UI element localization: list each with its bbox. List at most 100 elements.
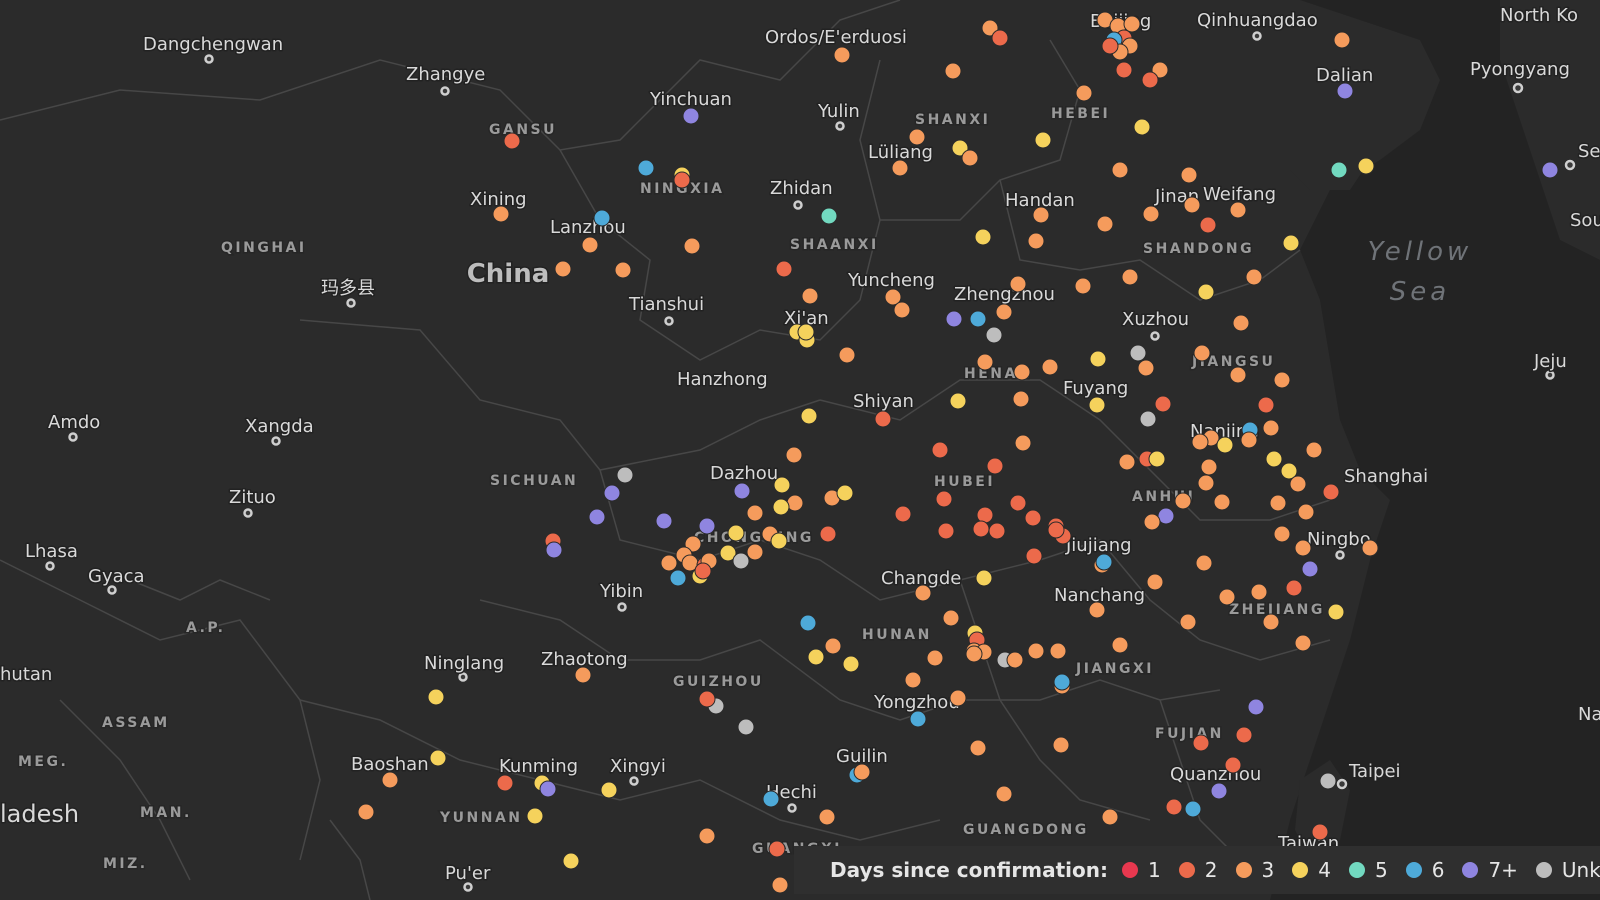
case-marker[interactable] bbox=[1199, 216, 1217, 234]
case-marker[interactable] bbox=[1053, 673, 1071, 691]
case-marker[interactable] bbox=[935, 490, 953, 508]
case-marker[interactable] bbox=[719, 544, 737, 562]
case-marker[interactable] bbox=[1336, 82, 1354, 100]
case-marker[interactable] bbox=[1192, 734, 1210, 752]
case-marker[interactable] bbox=[1327, 603, 1345, 621]
case-marker[interactable] bbox=[554, 260, 572, 278]
case-marker[interactable] bbox=[427, 688, 445, 706]
case-marker[interactable] bbox=[1052, 736, 1070, 754]
case-marker[interactable] bbox=[874, 410, 892, 428]
case-marker[interactable] bbox=[1197, 474, 1215, 492]
case-marker[interactable] bbox=[893, 301, 911, 319]
case-marker[interactable] bbox=[1218, 588, 1236, 606]
case-marker[interactable] bbox=[1075, 84, 1093, 102]
case-marker[interactable] bbox=[1273, 371, 1291, 389]
case-marker[interactable] bbox=[637, 159, 655, 177]
case-marker[interactable] bbox=[1191, 433, 1209, 451]
case-marker[interactable] bbox=[1322, 483, 1340, 501]
case-marker[interactable] bbox=[1294, 634, 1312, 652]
case-marker[interactable] bbox=[1101, 37, 1119, 55]
case-marker[interactable] bbox=[1148, 450, 1166, 468]
case-marker[interactable] bbox=[1297, 503, 1315, 521]
case-marker[interactable] bbox=[931, 441, 949, 459]
case-markers[interactable] bbox=[357, 11, 1559, 894]
case-marker[interactable] bbox=[1032, 206, 1050, 224]
case-marker[interactable] bbox=[1137, 359, 1155, 377]
case-marker[interactable] bbox=[614, 261, 632, 279]
case-marker[interactable] bbox=[1024, 509, 1042, 527]
case-marker[interactable] bbox=[824, 637, 842, 655]
case-marker[interactable] bbox=[1333, 31, 1351, 49]
case-marker[interactable] bbox=[853, 763, 871, 781]
case-marker[interactable] bbox=[945, 310, 963, 328]
case-marker[interactable] bbox=[746, 543, 764, 561]
case-marker[interactable] bbox=[1013, 363, 1031, 381]
case-marker[interactable] bbox=[762, 790, 780, 808]
case-marker[interactable] bbox=[976, 353, 994, 371]
case-marker[interactable] bbox=[1141, 71, 1159, 89]
case-marker[interactable] bbox=[800, 407, 818, 425]
case-marker[interactable] bbox=[1262, 419, 1280, 437]
case-marker[interactable] bbox=[1210, 782, 1228, 800]
case-marker[interactable] bbox=[775, 260, 793, 278]
case-marker[interactable] bbox=[1183, 196, 1201, 214]
case-marker[interactable] bbox=[588, 508, 606, 526]
case-marker[interactable] bbox=[976, 506, 994, 524]
case-marker[interactable] bbox=[937, 522, 955, 540]
case-marker[interactable] bbox=[991, 29, 1009, 47]
case-marker[interactable] bbox=[655, 512, 673, 530]
case-marker[interactable] bbox=[1282, 234, 1300, 252]
case-marker[interactable] bbox=[884, 288, 902, 306]
case-marker[interactable] bbox=[833, 46, 851, 64]
case-marker[interactable] bbox=[492, 205, 510, 223]
case-marker[interactable] bbox=[818, 808, 836, 826]
case-marker[interactable] bbox=[1216, 436, 1234, 454]
case-marker[interactable] bbox=[660, 554, 678, 572]
case-marker[interactable] bbox=[773, 476, 791, 494]
case-marker[interactable] bbox=[770, 532, 788, 550]
case-marker[interactable] bbox=[807, 648, 825, 666]
case-marker[interactable] bbox=[1265, 450, 1283, 468]
case-marker[interactable] bbox=[673, 171, 691, 189]
case-marker[interactable] bbox=[995, 303, 1013, 321]
case-marker[interactable] bbox=[1213, 493, 1231, 511]
case-marker[interactable] bbox=[503, 132, 521, 150]
case-marker[interactable] bbox=[1245, 268, 1263, 286]
case-marker[interactable] bbox=[988, 522, 1006, 540]
case-marker[interactable] bbox=[1195, 554, 1213, 572]
case-marker[interactable] bbox=[1101, 808, 1119, 826]
case-marker[interactable] bbox=[1200, 458, 1218, 476]
case-marker[interactable] bbox=[1361, 539, 1379, 557]
case-marker[interactable] bbox=[908, 128, 926, 146]
case-marker[interactable] bbox=[1121, 268, 1139, 286]
case-marker[interactable] bbox=[786, 494, 804, 512]
case-marker[interactable] bbox=[698, 690, 716, 708]
case-marker[interactable] bbox=[995, 785, 1013, 803]
case-marker[interactable] bbox=[1262, 613, 1280, 631]
case-marker[interactable] bbox=[1289, 475, 1307, 493]
case-marker[interactable] bbox=[772, 498, 790, 516]
case-marker[interactable] bbox=[975, 569, 993, 587]
case-marker[interactable] bbox=[1541, 161, 1559, 179]
case-marker[interactable] bbox=[698, 517, 716, 535]
case-marker[interactable] bbox=[1096, 215, 1114, 233]
case-marker[interactable] bbox=[969, 310, 987, 328]
case-marker[interactable] bbox=[1009, 494, 1027, 512]
case-marker[interactable] bbox=[949, 392, 967, 410]
case-marker[interactable] bbox=[581, 236, 599, 254]
case-marker[interactable] bbox=[682, 107, 700, 125]
case-marker[interactable] bbox=[1115, 61, 1133, 79]
case-marker[interactable] bbox=[694, 562, 712, 580]
case-marker[interactable] bbox=[1047, 521, 1065, 539]
case-marker[interactable] bbox=[1146, 573, 1164, 591]
case-marker[interactable] bbox=[969, 739, 987, 757]
case-marker[interactable] bbox=[496, 774, 514, 792]
case-marker[interactable] bbox=[909, 710, 927, 728]
case-marker[interactable] bbox=[926, 649, 944, 667]
case-marker[interactable] bbox=[1027, 232, 1045, 250]
case-marker[interactable] bbox=[972, 520, 990, 538]
case-marker[interactable] bbox=[891, 159, 909, 177]
case-marker[interactable] bbox=[819, 525, 837, 543]
case-marker[interactable] bbox=[1025, 547, 1043, 565]
case-marker[interactable] bbox=[1142, 205, 1160, 223]
